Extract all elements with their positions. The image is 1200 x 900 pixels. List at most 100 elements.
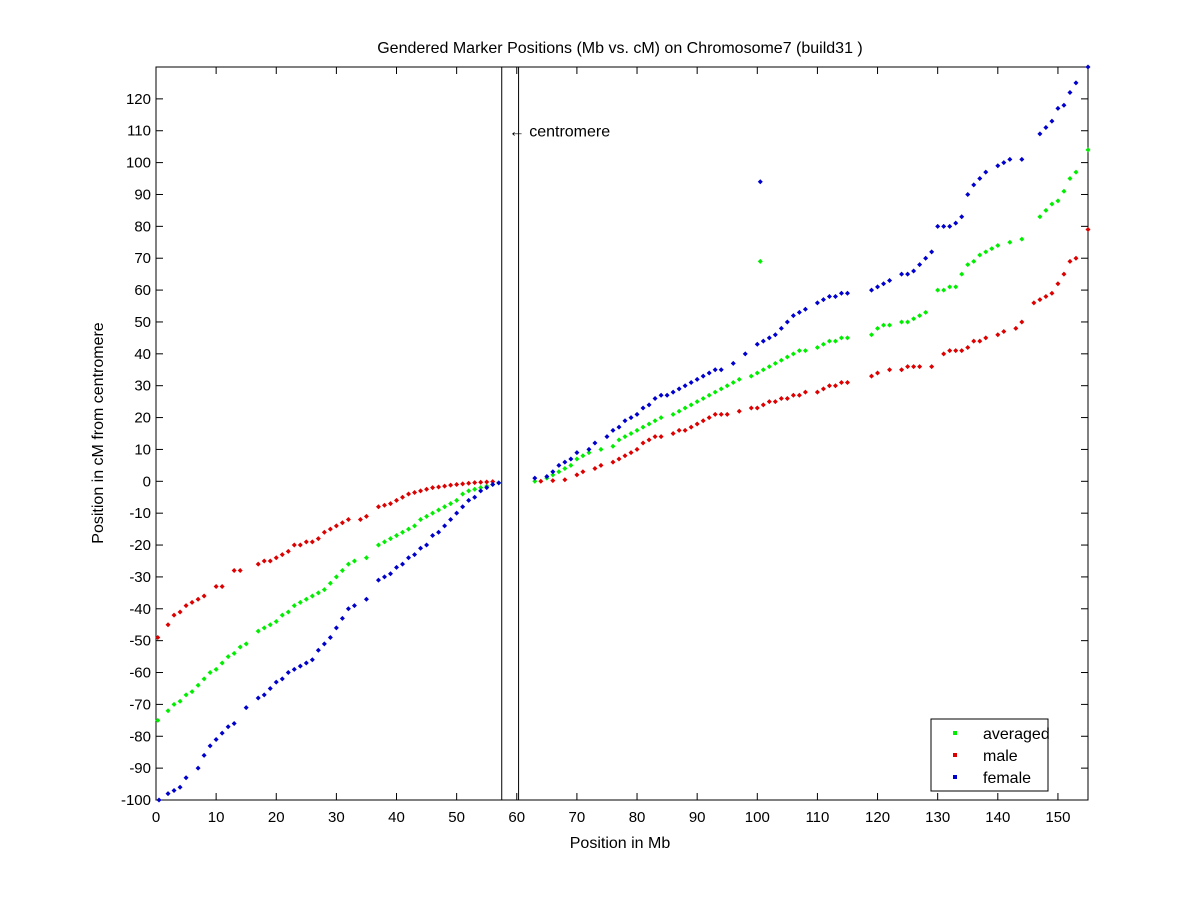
data-point-male (213, 583, 219, 589)
data-point-averaged (309, 593, 315, 599)
data-point-female (610, 427, 616, 433)
data-point-male (670, 431, 676, 436)
data-point-averaged (333, 574, 339, 580)
data-point-averaged (838, 335, 844, 341)
data-point-female (1055, 105, 1061, 111)
data-point-female (742, 351, 748, 357)
data-point-averaged (881, 322, 887, 328)
legend-label-averaged: averaged (983, 726, 1050, 743)
data-point-averaged (748, 373, 754, 379)
data-point-female (640, 405, 646, 411)
data-point-averaged (610, 443, 616, 449)
data-point-averaged (1085, 147, 1091, 153)
data-point-female (267, 685, 273, 691)
data-point-averaged (953, 284, 959, 290)
data-point-male (971, 338, 977, 344)
data-point-averaged (279, 612, 285, 618)
data-point-female (838, 290, 844, 296)
data-point-averaged (899, 319, 905, 325)
data-point-male (472, 480, 478, 486)
data-point-female (694, 376, 700, 382)
data-point-averaged (177, 698, 183, 704)
data-point-female (778, 325, 784, 331)
data-point-averaged (887, 322, 893, 328)
data-point-averaged (327, 580, 333, 586)
data-point-averaged (339, 568, 345, 574)
data-point-male (375, 504, 381, 510)
data-point-averaged (436, 507, 442, 513)
data-point-male (754, 405, 760, 411)
data-point-averaged (640, 424, 646, 430)
data-point-male (255, 561, 261, 567)
data-point-male (616, 456, 622, 462)
data-point-male (899, 367, 905, 373)
x-axis-label: Position in Mb (570, 835, 671, 852)
data-point-male (1001, 329, 1007, 335)
data-point-male (155, 634, 161, 640)
data-point-female (381, 574, 387, 580)
data-point-female (772, 332, 778, 338)
data-point-female (171, 787, 177, 793)
data-point-male (381, 502, 387, 508)
data-point-male (1013, 325, 1019, 331)
data-point-averaged (971, 258, 977, 264)
data-point-averaged (983, 249, 989, 255)
data-point-female (935, 223, 941, 229)
y-tick-label: -50 (129, 633, 151, 650)
data-point-averaged (261, 625, 267, 631)
legend-marker-female (953, 775, 957, 779)
data-point-averaged (917, 313, 923, 319)
data-point-averaged (736, 376, 742, 382)
data-point-female (730, 360, 736, 366)
data-point-male (183, 603, 189, 609)
data-point-male (796, 392, 802, 398)
data-point-male (1085, 227, 1091, 233)
data-point-averaged (965, 262, 971, 268)
chart-title: Gendered Marker Positions (Mb vs. cM) on… (377, 40, 863, 57)
data-point-averaged (345, 561, 351, 567)
data-point-female (712, 367, 718, 373)
data-point-male (688, 424, 694, 430)
data-point-averaged (598, 446, 604, 452)
data-point-female (418, 545, 424, 551)
data-point-male (995, 332, 1001, 338)
x-tick-label: 50 (448, 809, 465, 826)
data-point-averaged (400, 529, 406, 535)
data-point-male (712, 411, 718, 417)
data-point-averaged (634, 427, 640, 433)
data-point-male (736, 408, 742, 414)
y-tick-label: 40 (134, 346, 151, 363)
data-point-female (544, 474, 550, 480)
data-point-averaged (394, 532, 400, 538)
data-point-male (490, 479, 496, 485)
data-point-female (1043, 125, 1049, 131)
x-tick-label: 100 (745, 809, 770, 826)
data-point-averaged (784, 354, 790, 360)
data-point-female (339, 615, 345, 621)
data-point-female (327, 634, 333, 640)
data-point-averaged (171, 701, 177, 707)
data-point-male (1043, 293, 1049, 299)
data-point-averaged (658, 415, 664, 421)
data-point-male (412, 489, 418, 495)
data-point-averaged (1055, 198, 1061, 204)
data-point-female (243, 705, 249, 711)
data-point-female (875, 284, 881, 290)
data-point-female (881, 281, 887, 287)
data-point-female (363, 596, 369, 602)
y-tick-label: -20 (129, 537, 151, 554)
data-point-female (760, 338, 766, 344)
data-point-female (309, 657, 315, 663)
data-point-female (219, 730, 225, 736)
data-point-female (454, 510, 460, 516)
data-point-averaged (267, 622, 273, 628)
data-point-averaged (375, 542, 381, 548)
data-point-male (838, 380, 844, 386)
data-point-averaged (243, 641, 249, 647)
data-point-averaged (766, 364, 772, 370)
data-point-female (436, 529, 442, 535)
data-point-averaged (1067, 176, 1073, 182)
data-point-female (1061, 102, 1067, 108)
data-point-male (941, 351, 947, 357)
data-point-male (953, 348, 959, 354)
